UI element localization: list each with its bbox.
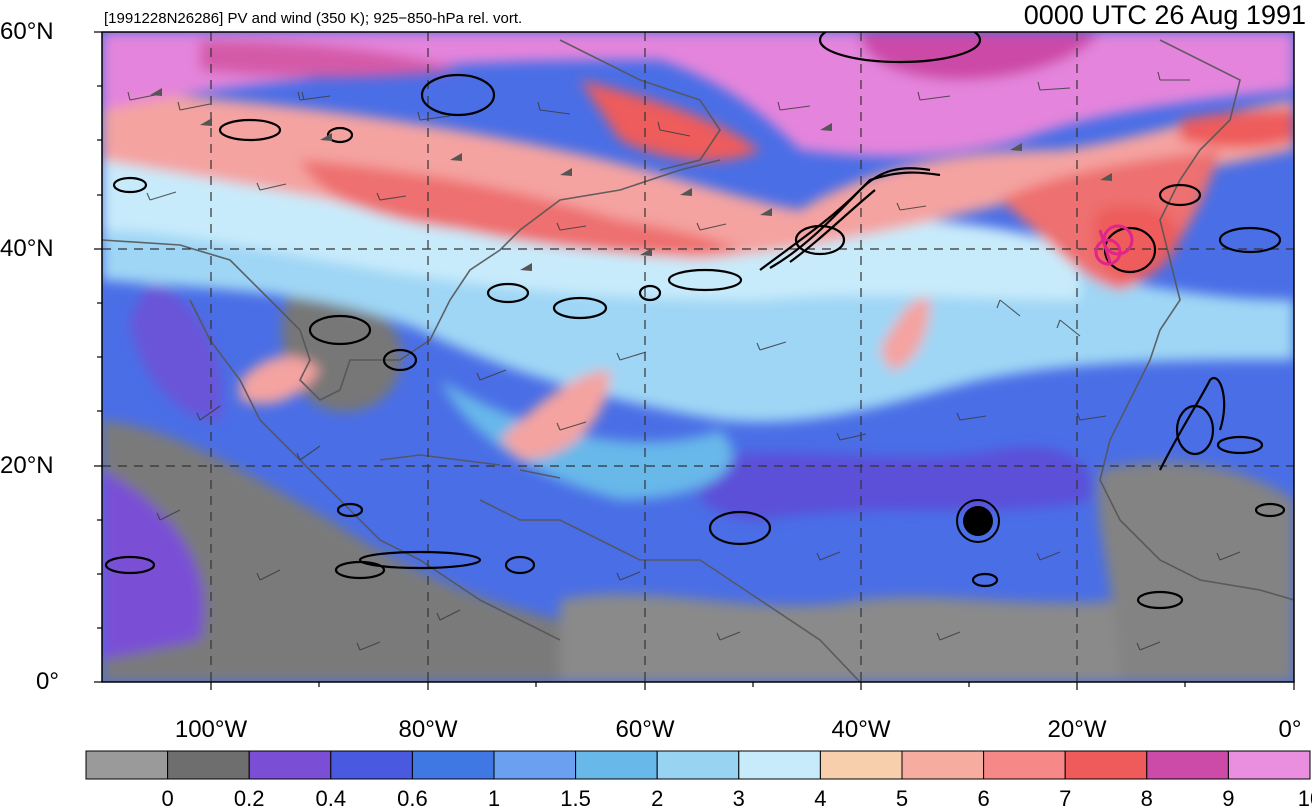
colorbar-tick-label: 3: [732, 786, 745, 811]
lat-label-0: 0°: [36, 668, 59, 695]
lon-label-40w: 40°W: [831, 716, 891, 743]
coastlines: [102, 39, 1294, 682]
colorbar-tick-label: 2: [651, 786, 664, 811]
colorbar-swatch: [493, 750, 577, 780]
colorbar-swatch: [411, 750, 495, 780]
valid-time-label: 0000 UTC 26 Aug 1991: [1023, 0, 1306, 30]
colorbar-tick-label: 0: [161, 786, 174, 811]
tc-track-marker: [1094, 224, 1134, 266]
colorbar-tick-label: 5: [895, 786, 909, 811]
colorbar-tick-label: 0.2: [233, 786, 265, 811]
tc-vortex-marker: [963, 506, 993, 536]
lat-label-60n: 60°N: [0, 18, 54, 45]
colorbar-swatch: [248, 750, 332, 780]
axis-ticks: [94, 31, 1295, 690]
colorbar-tick-label: 4: [814, 786, 827, 811]
map-panel: [94, 31, 1295, 690]
colorbar-tick-label: 9: [1222, 786, 1235, 811]
wind-barbs: [127, 71, 1241, 651]
colorbar: [85, 750, 1311, 780]
vorticity-contours: [104, 32, 1286, 610]
colorbar-tick-label: 7: [1059, 786, 1072, 811]
low-pv-region-west: [102, 420, 560, 682]
colorbar-swatch: [983, 750, 1066, 780]
lat-label-40n: 40°N: [0, 235, 54, 262]
low-pv-region-gulf: [282, 287, 402, 412]
colorbar-swatch: [575, 750, 658, 780]
colorbar-swatch: [1146, 750, 1229, 780]
colorbar-tick-label: 0.4: [315, 786, 347, 811]
colorbar-swatch: [1064, 750, 1148, 780]
colorbar-swatch: [1227, 750, 1311, 780]
low-pv-region-east: [1097, 461, 1294, 682]
colorbar-tick-label: 6: [977, 786, 990, 811]
colorbar-swatch: [167, 750, 250, 780]
lon-label-0: 0°: [1278, 716, 1302, 743]
lon-label-60w: 60°W: [615, 716, 675, 743]
colorbar-swatch: [738, 750, 821, 780]
low-pv-region-central: [560, 594, 1120, 682]
colorbar-tick-label: 0.6: [397, 786, 428, 811]
pink-band: [102, 90, 1294, 260]
colorbar-swatch: [330, 750, 413, 780]
lon-label-100w: 100°W: [174, 716, 248, 743]
colorbar-tick-label: 1: [487, 786, 501, 811]
colorbar-swatch: [85, 750, 169, 780]
colorbar-swatch: [819, 750, 903, 780]
colorbar-tick-label: 10: [1297, 786, 1312, 811]
colorbar-tick-label: 8: [1140, 786, 1153, 811]
plot-title: [1991228N26286] PV and wind (350 K); 925…: [104, 10, 523, 27]
wind-flags: [150, 88, 1112, 271]
colorbar-swatch: [656, 750, 740, 780]
lon-label-20w: 20°W: [1047, 716, 1107, 743]
colorbar-tick-label: 1.5: [560, 786, 591, 811]
lon-label-80w: 80°W: [398, 716, 458, 743]
lat-label-20n: 20°N: [0, 452, 54, 479]
colorbar-swatch: [901, 750, 985, 780]
